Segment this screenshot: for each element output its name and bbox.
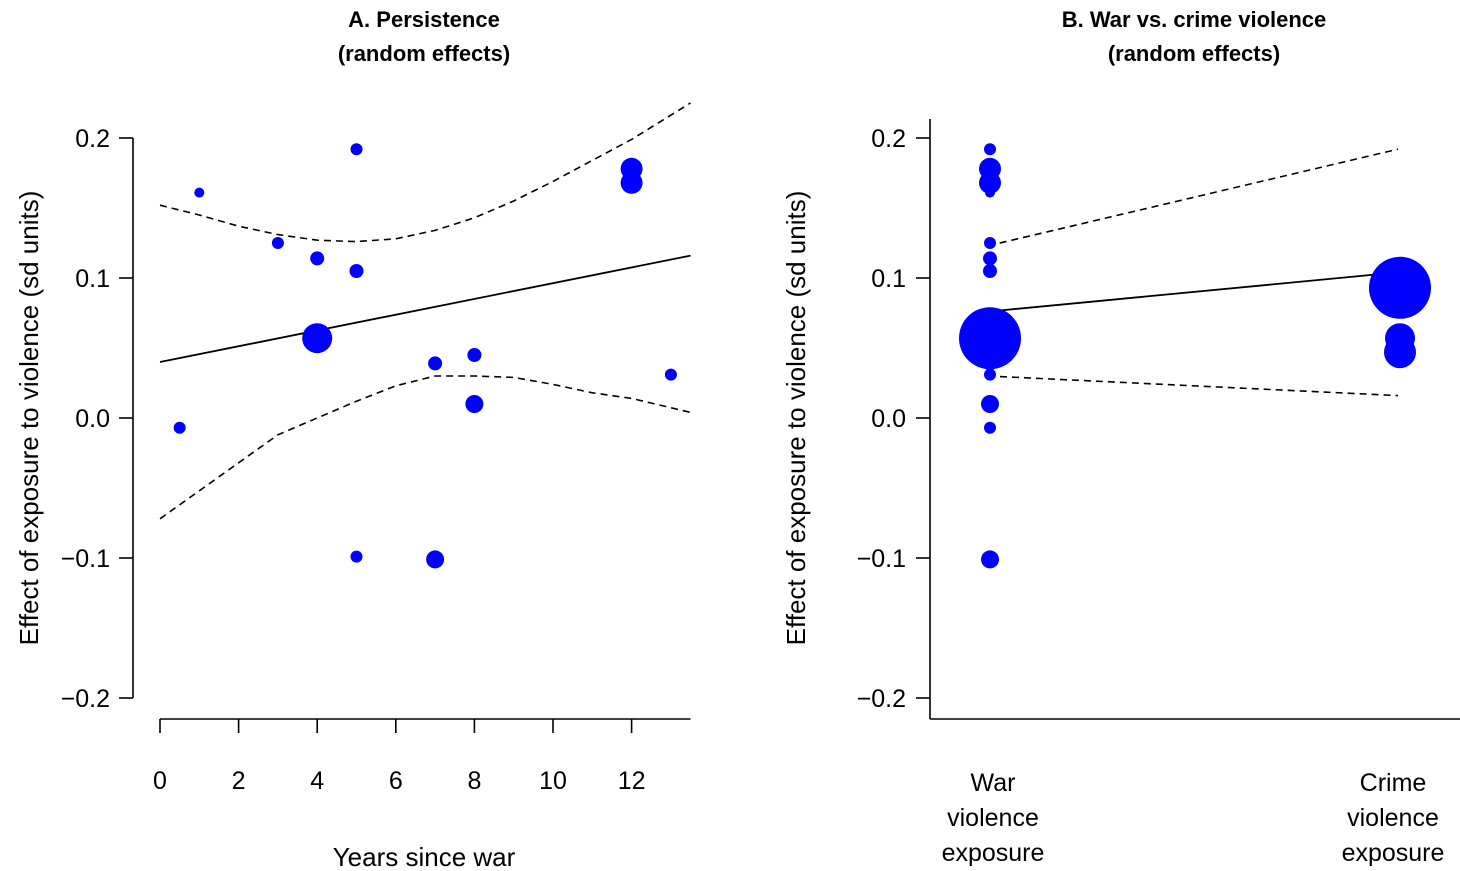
panel-a-title: A. Persistence: [348, 7, 500, 32]
panel-a-y-tick-label: 0.2: [75, 125, 110, 153]
panel-a-point: [194, 187, 205, 198]
panel-b-category-label: Crime: [1360, 769, 1427, 797]
panel-a-x-tick-label: 4: [310, 767, 324, 795]
panel-b-point: [983, 251, 997, 266]
panel-a-point: [310, 251, 325, 266]
panel-b-point: [981, 395, 999, 413]
panel-b-category-label: exposure: [1342, 839, 1445, 867]
panel-a-y-tick-label: 0.1: [75, 265, 110, 293]
panel-b-y-tick-label: 0.1: [871, 265, 906, 293]
panel-a-y-tick-label: 0.0: [75, 405, 110, 433]
panel-b-ci-upper: [987, 148, 1399, 247]
panel-b-points: [959, 143, 1431, 569]
panel-a-x-tick-label: 8: [467, 767, 481, 795]
panel-b-category-label: exposure: [942, 839, 1045, 867]
panel-b-fit-line: [987, 271, 1399, 313]
panel-b-point: [959, 307, 1021, 370]
panel-b: B. War vs. crime violence (random effect…: [781, 7, 1460, 867]
panel-b-point: [985, 187, 995, 198]
panel-a-axes: −0.2 −0.1 0.0 0.1 0.2 0 2 4 6 8 10 12: [61, 125, 691, 795]
panel-b-y-tick-label: −0.1: [857, 545, 906, 573]
panel-a-x-tick-label: 0: [153, 767, 167, 795]
panel-b-ci-lower: [987, 375, 1399, 397]
panel-b-category-label: War: [971, 769, 1016, 797]
panel-a-point: [271, 237, 284, 249]
panel-a-x-tick-label: 12: [618, 767, 646, 795]
panel-a-point: [428, 356, 443, 371]
panel-a-points: [173, 143, 677, 569]
panel-a-fit-line: [159, 254, 691, 363]
panel-a-subtitle: (random effects): [338, 41, 510, 66]
panel-a-ci-upper: [159, 102, 691, 243]
panel-b-point: [983, 264, 997, 278]
panel-a-y-tick-label: −0.1: [61, 545, 110, 573]
panel-a-point: [426, 550, 445, 569]
panel-a-y-tick-label: −0.2: [61, 685, 110, 713]
panel-b-y-tick-label: 0.2: [871, 125, 906, 153]
panel-a-point: [350, 143, 363, 156]
panel-a-x-tick-label: 2: [232, 767, 246, 795]
panel-b-y-axis-label: Effect of exposure to violence (sd units…: [781, 191, 811, 646]
panel-b-title: B. War vs. crime violence: [1062, 7, 1327, 32]
panel-b-point: [1384, 336, 1416, 369]
panel-b-curves: [987, 148, 1399, 397]
panel-a-point: [302, 323, 333, 354]
panel-a-x-axis-label: Years since war: [333, 842, 516, 871]
panel-b-point: [984, 421, 996, 434]
panel-b-point: [1369, 256, 1431, 319]
panel-a-ci-lower: [159, 375, 691, 520]
panel-b-point: [981, 550, 999, 569]
panel-b-point: [984, 143, 996, 156]
panel-b-subtitle: (random effects): [1108, 41, 1280, 66]
panel-a-point: [350, 550, 363, 563]
panel-b-point: [984, 237, 996, 249]
panel-b-y-tick-label: −0.2: [857, 685, 906, 713]
panel-b-point: [984, 368, 996, 381]
panel-b-point: [979, 171, 1001, 194]
panel-a-y-axis-label: Effect of exposure to violence (sd units…: [14, 191, 44, 646]
panel-b-category-label: violence: [1347, 804, 1439, 832]
panel-b-category-label: violence: [947, 804, 1039, 832]
panel-a-x-tick-label: 10: [539, 767, 567, 795]
panel-a-point: [620, 171, 643, 194]
panel-b-axes: −0.2 −0.1 0.0 0.1 0.2 War violence exposure Crim…: [857, 119, 1460, 867]
panel-a-point: [173, 421, 186, 434]
panel-a: A. Persistence (random effects) −0.2 −0.1…: [14, 7, 691, 871]
panel-a-point: [349, 264, 364, 278]
panel-a-point: [465, 395, 484, 413]
panel-b-y-tick-label: 0.0: [871, 405, 906, 433]
panel-a-x-tick-label: 6: [389, 767, 403, 795]
panel-a-curves: [159, 102, 691, 520]
panel-a-point: [467, 348, 482, 362]
panel-b-point: [983, 356, 997, 371]
panel-a-point: [664, 368, 677, 381]
